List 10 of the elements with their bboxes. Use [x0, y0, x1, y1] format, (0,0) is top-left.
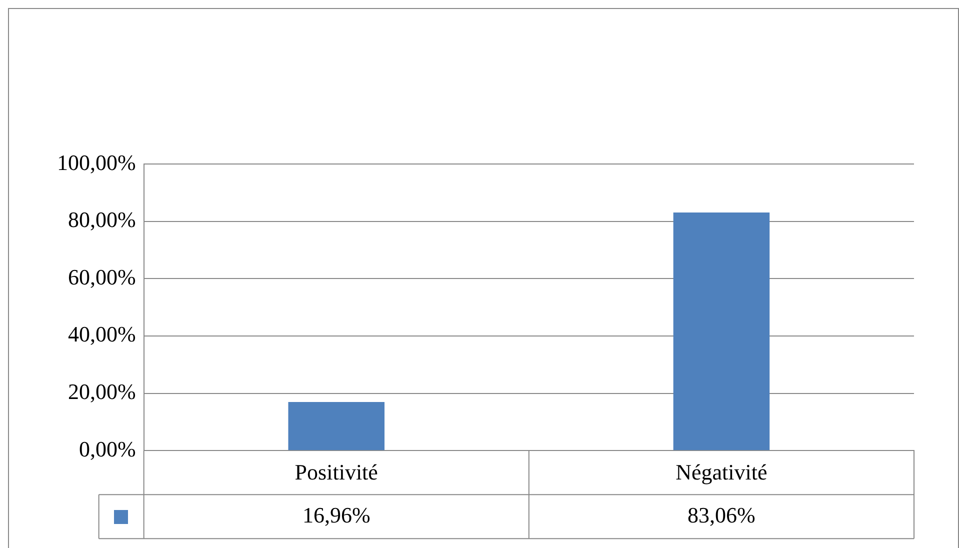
y-tick-label: 0,00% — [79, 436, 136, 462]
y-tick-label: 80,00% — [68, 207, 136, 232]
data-label: 16,96% — [302, 502, 370, 528]
y-tick-label: 20,00% — [68, 379, 136, 404]
y-tick-label: 60,00% — [68, 264, 136, 290]
data-label: 83,06% — [688, 502, 756, 528]
y-tick-label: 100,00% — [57, 150, 136, 175]
x-tick-label: Positivité — [294, 460, 378, 485]
x-tick-label: Négativité — [676, 460, 768, 485]
y-tick-label: 40,00% — [68, 322, 136, 347]
